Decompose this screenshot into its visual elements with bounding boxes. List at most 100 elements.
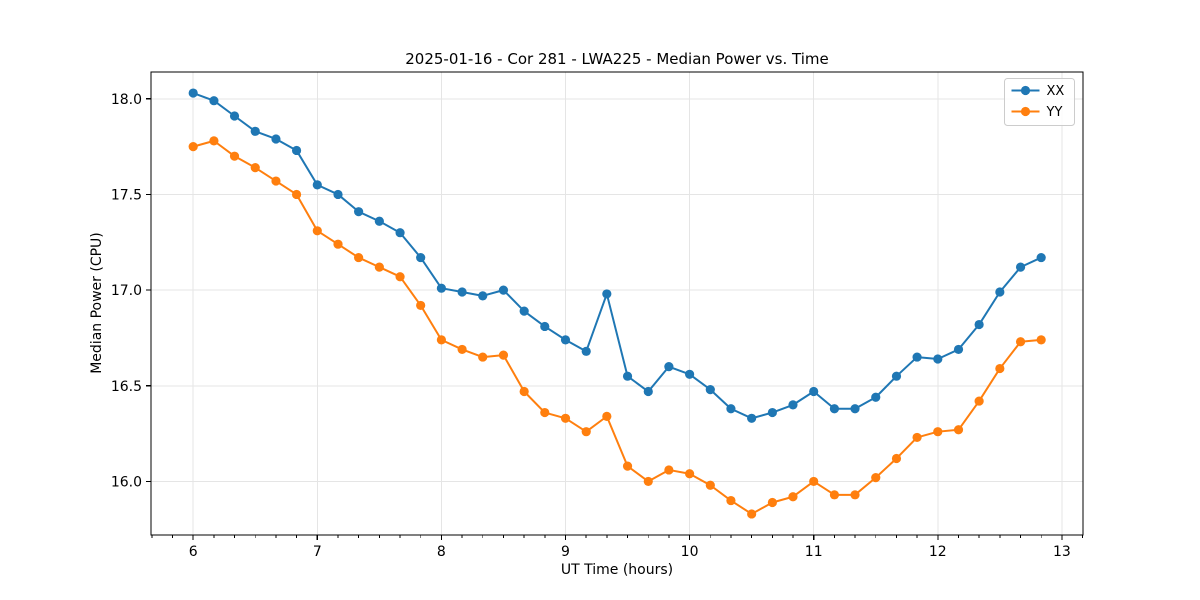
x-tick-label: 10 <box>681 544 699 560</box>
x-tick-label: 7 <box>313 544 322 560</box>
data-point-xx <box>912 352 922 362</box>
data-point-yy <box>291 189 302 200</box>
data-point-yy <box>1015 337 1026 347</box>
data-point-yy <box>250 163 260 173</box>
data-point-xx <box>664 362 674 372</box>
x-tick-label: 9 <box>561 544 570 560</box>
data-point-yy <box>333 239 343 249</box>
data-point-xx <box>519 306 529 316</box>
data-point-yy <box>602 411 612 421</box>
y-axis-label: Median Power (CPU) <box>89 232 105 374</box>
data-point-xx <box>312 180 322 190</box>
legend-label-yy: YY <box>1046 105 1063 120</box>
data-point-xx <box>684 369 695 379</box>
data-point-xx <box>478 291 488 301</box>
data-point-xx <box>891 371 902 381</box>
data-point-xx <box>953 344 964 355</box>
data-point-yy <box>519 386 529 397</box>
data-point-xx <box>416 252 426 263</box>
x-axis-label: UT Time (hours) <box>560 562 674 578</box>
data-point-yy <box>188 142 198 152</box>
data-point-yy <box>229 151 240 161</box>
data-point-yy <box>416 300 426 311</box>
data-point-yy <box>829 490 840 500</box>
data-point-yy <box>395 272 405 282</box>
data-point-xx <box>457 287 467 297</box>
y-tick-label: 17.0 <box>111 283 142 299</box>
x-tick-label: 6 <box>189 544 198 560</box>
data-point-xx <box>850 404 860 414</box>
data-point-yy <box>850 490 860 500</box>
data-point-xx <box>436 283 446 293</box>
data-point-yy <box>726 495 736 506</box>
x-tick-label: 13 <box>1053 544 1071 560</box>
data-point-xx <box>291 145 302 156</box>
data-point-yy <box>209 136 219 146</box>
data-point-xx <box>726 404 736 414</box>
data-point-yy <box>643 476 653 487</box>
data-point-yy <box>809 476 819 487</box>
data-point-xx <box>560 335 571 345</box>
data-point-yy <box>891 453 902 464</box>
y-tick-label: 16.5 <box>111 379 142 395</box>
data-point-xx <box>188 88 198 98</box>
data-point-yy <box>436 335 446 345</box>
data-point-xx <box>250 126 260 136</box>
data-point-yy <box>912 432 922 443</box>
data-point-xx <box>809 386 819 397</box>
data-point-yy <box>788 492 798 502</box>
data-point-xx <box>602 289 612 299</box>
data-point-yy <box>705 480 715 490</box>
data-point-yy <box>312 226 322 236</box>
data-point-yy <box>684 469 695 479</box>
data-point-xx <box>581 346 591 356</box>
data-point-xx <box>933 354 943 364</box>
data-point-yy <box>622 461 633 471</box>
data-point-yy <box>1036 335 1046 345</box>
data-point-yy <box>995 363 1005 374</box>
data-point-xx <box>643 386 653 397</box>
data-point-yy <box>271 176 281 186</box>
data-point-yy <box>664 465 674 475</box>
data-point-xx <box>498 285 509 295</box>
data-point-yy <box>540 407 550 418</box>
data-point-yy <box>747 509 757 519</box>
data-point-xx <box>995 287 1005 297</box>
data-point-yy <box>560 413 571 423</box>
y-tick-label: 18.0 <box>111 92 142 108</box>
x-tick-label: 12 <box>929 544 947 560</box>
chart-title: 2025-01-16 - Cor 281 - LWA225 - Median P… <box>405 50 829 68</box>
legend-label-xx: XX <box>1047 84 1065 99</box>
data-point-xx <box>229 111 240 121</box>
data-point-yy <box>354 252 364 263</box>
data-point-xx <box>622 371 633 381</box>
series-line-yy <box>192 139 1043 515</box>
data-point-yy <box>953 425 964 435</box>
data-point-xx <box>705 384 715 395</box>
data-point-yy <box>478 352 488 362</box>
data-point-xx <box>540 321 550 332</box>
data-point-xx <box>974 319 984 330</box>
series-line-xx <box>192 92 1043 420</box>
data-point-yy <box>871 473 881 483</box>
data-point-xx <box>354 207 364 217</box>
data-point-xx <box>395 228 405 238</box>
legend-marker-yy <box>1020 106 1031 117</box>
data-point-xx <box>1015 262 1026 272</box>
data-point-xx <box>1036 252 1046 263</box>
y-tick-label: 16.0 <box>111 474 142 490</box>
data-point-xx <box>829 404 840 414</box>
data-point-xx <box>871 392 881 402</box>
data-point-xx <box>374 216 384 226</box>
data-point-yy <box>933 427 943 437</box>
plot-border <box>150 71 1084 536</box>
legend-marker-xx <box>1020 85 1031 96</box>
x-tick-label: 8 <box>437 544 446 560</box>
data-point-yy <box>457 344 467 355</box>
data-point-xx <box>271 134 281 144</box>
data-point-yy <box>374 262 384 272</box>
x-tick-label: 11 <box>805 544 823 560</box>
data-point-xx <box>209 96 219 106</box>
data-point-xx <box>333 189 343 200</box>
